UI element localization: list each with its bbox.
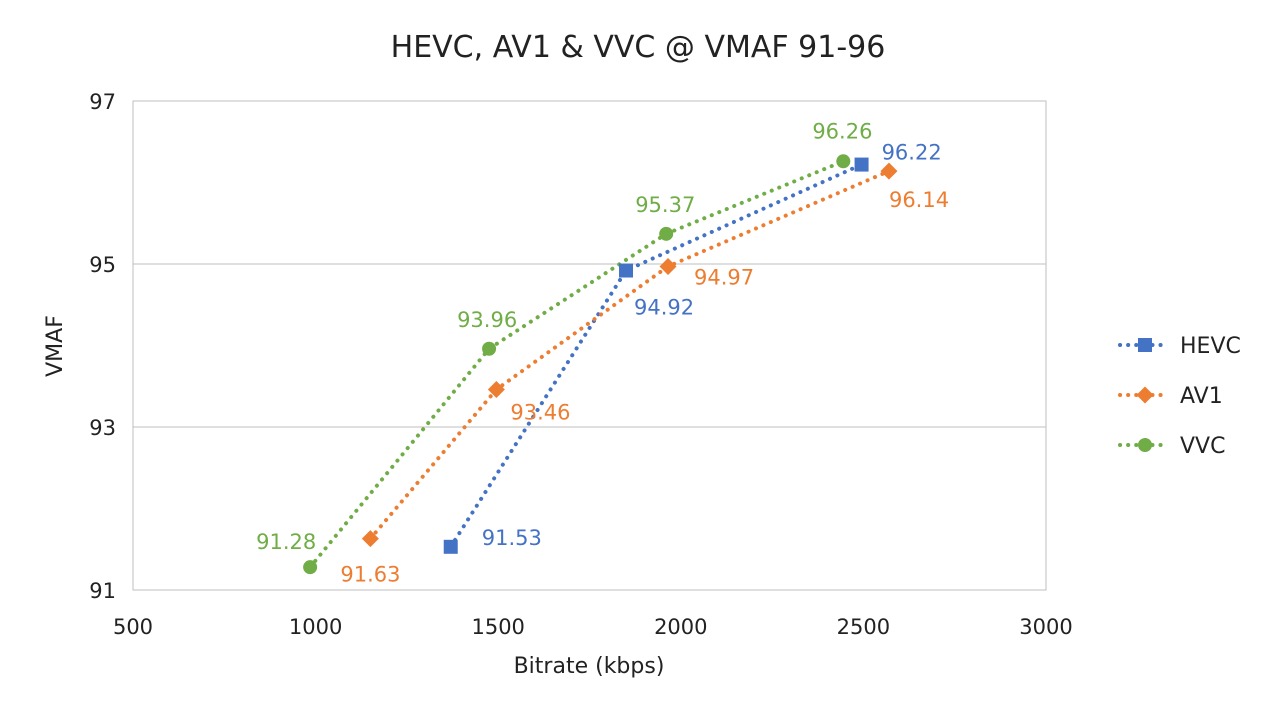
- data-label-vvc: 95.37: [635, 193, 695, 217]
- y-tick-label: 91: [89, 579, 116, 603]
- data-label-av1: 91.63: [340, 563, 400, 587]
- data-point-av1: [361, 530, 379, 548]
- y-tick-label: 93: [89, 416, 116, 440]
- x-tick-label: 2500: [837, 615, 890, 639]
- data-point-hevc: [619, 263, 634, 278]
- legend-label-hevc: HEVC: [1180, 334, 1241, 359]
- data-point-hevc: [854, 157, 869, 172]
- data-label-hevc: 94.92: [634, 296, 694, 320]
- data-point-vvc: [482, 341, 497, 356]
- data-point-av1: [487, 381, 505, 399]
- grid: [133, 100, 1046, 591]
- x-tick-label: 3000: [1019, 615, 1072, 639]
- data-point-hevc: [443, 539, 458, 554]
- data-point-av1: [880, 162, 898, 180]
- legend-label-vvc: VVC: [1180, 434, 1225, 459]
- series-line-vvc: [308, 159, 846, 570]
- legend-label-av1: AV1: [1180, 384, 1223, 409]
- data-label-av1: 93.46: [510, 401, 570, 425]
- data-label-vvc: 91.28: [256, 530, 316, 554]
- series-line-av1: [368, 169, 891, 541]
- x-tick-label: 1500: [471, 615, 524, 639]
- y-axis-ticks: 91 93 95 97: [89, 90, 116, 603]
- data-point-vvc: [836, 154, 851, 169]
- legend: HEVC AV1 VVC: [1118, 334, 1241, 459]
- x-axis-label: Bitrate (kbps): [514, 654, 665, 679]
- data-label-hevc: 96.22: [882, 141, 942, 165]
- y-tick-label: 95: [89, 253, 116, 277]
- data-point-vvc: [659, 226, 674, 241]
- legend-marker-hevc: [1138, 338, 1152, 352]
- chart-title: HEVC, AV1 & VVC @ VMAF 91-96: [391, 30, 886, 65]
- data-labels: 91.53 94.92 96.22 91.63 93.46 94.97 96.14 91.28…: [256, 119, 949, 586]
- data-label-vvc: 96.26: [812, 119, 872, 143]
- data-point-av1: [659, 257, 677, 275]
- x-tick-label: 1000: [289, 615, 342, 639]
- data-label-av1: 94.97: [694, 265, 754, 289]
- data-point-vvc: [303, 560, 318, 575]
- legend-marker-av1: [1136, 386, 1154, 404]
- y-axis-label: VMAF: [43, 315, 68, 377]
- x-tick-label: 2000: [654, 615, 707, 639]
- series-markers: [303, 154, 898, 575]
- data-label-vvc: 93.96: [457, 308, 517, 332]
- plot-frame: [132, 100, 1047, 591]
- x-axis-ticks: 500 1000 1500 2000 2500 3000: [113, 615, 1073, 639]
- data-label-av1: 96.14: [889, 188, 949, 212]
- legend-marker-vvc: [1138, 438, 1152, 452]
- series-line-hevc: [448, 162, 864, 549]
- y-tick-label: 97: [89, 90, 116, 114]
- series-lines: [308, 159, 891, 570]
- data-label-hevc: 91.53: [482, 526, 542, 550]
- x-tick-label: 500: [113, 615, 153, 639]
